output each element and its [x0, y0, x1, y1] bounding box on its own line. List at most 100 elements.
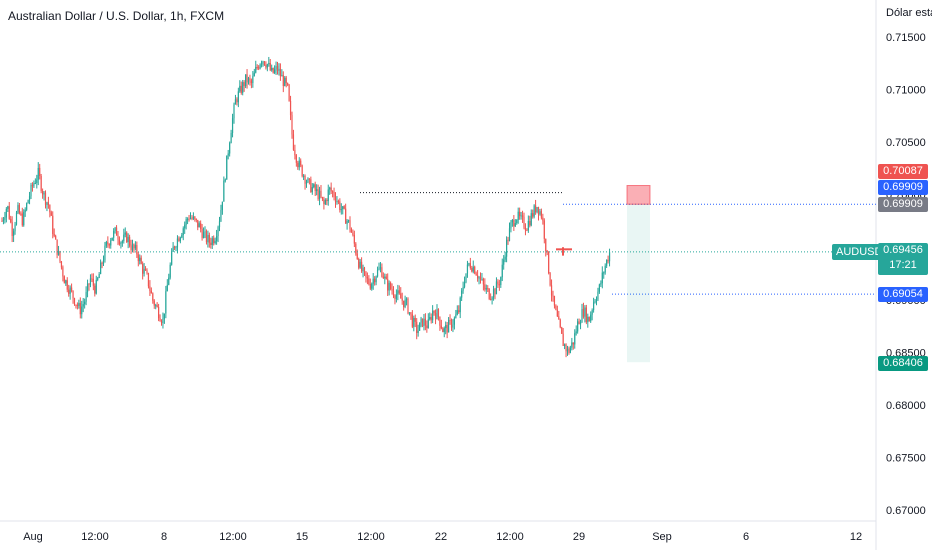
candle-body — [231, 118, 234, 133]
candle-body — [303, 175, 305, 177]
candle-body — [465, 273, 467, 283]
candle-body — [342, 206, 344, 210]
x-tick-label: 29 — [573, 531, 585, 543]
candle-body — [234, 99, 237, 105]
candle-body — [142, 263, 144, 274]
candle-body — [40, 175, 42, 191]
candle-body — [229, 143, 231, 154]
candle-body — [474, 266, 476, 274]
candle-body — [530, 213, 532, 226]
candle-body — [432, 310, 434, 321]
candle-body — [259, 64, 261, 69]
candle-body — [429, 317, 431, 320]
candle-body — [124, 232, 126, 235]
candle-body — [398, 290, 400, 294]
candle-body — [76, 304, 78, 307]
candle-body — [252, 76, 254, 84]
candle-body — [136, 245, 138, 255]
candle-body — [468, 263, 470, 265]
candle-body — [521, 215, 524, 217]
candle-body — [575, 331, 577, 334]
candle-body — [600, 283, 602, 285]
candle-body — [565, 344, 567, 352]
candle-body — [475, 273, 477, 276]
candle-body — [508, 228, 511, 241]
candle-body — [120, 242, 122, 244]
candle-body — [246, 74, 248, 83]
candle-body — [155, 305, 157, 307]
candle-body — [52, 215, 54, 234]
candle-body — [179, 237, 181, 242]
x-tick-label: 15 — [296, 531, 308, 543]
candle-body — [249, 78, 251, 81]
candle-body — [156, 305, 158, 307]
symbol-badge: AUDUSD — [832, 244, 887, 260]
candle-body — [24, 209, 26, 213]
candle-body — [349, 220, 351, 230]
candle-body — [590, 314, 592, 322]
candle-body — [153, 300, 155, 306]
candle-body — [392, 290, 395, 296]
candle-body — [185, 219, 187, 225]
candle-body — [375, 276, 377, 283]
candle-body — [384, 276, 386, 279]
y-tick-label: 0.71500 — [886, 32, 926, 44]
candle-body — [437, 309, 440, 317]
candle-body — [82, 304, 84, 307]
candle-body — [121, 241, 123, 243]
x-tick-label: 12:00 — [81, 531, 109, 543]
candle-body — [55, 235, 57, 240]
candle-body — [105, 241, 107, 246]
candle-body — [78, 303, 80, 307]
candle-body — [188, 218, 190, 220]
candle-body — [210, 242, 212, 246]
candle-body — [115, 227, 118, 236]
candle-body — [227, 153, 229, 156]
candle-body — [513, 220, 515, 227]
x-tick-label: 12:00 — [496, 531, 524, 543]
candle-body — [33, 183, 35, 187]
candle-body — [577, 321, 579, 332]
candle-body — [585, 307, 587, 323]
candle-body — [268, 62, 270, 65]
candle-body — [162, 318, 164, 324]
candle-body — [88, 283, 90, 285]
candle-body — [588, 316, 590, 322]
candle-body — [404, 299, 406, 307]
candle-body — [334, 196, 337, 203]
candle-body — [407, 298, 409, 314]
candle-body — [204, 231, 206, 233]
candle-body — [84, 301, 86, 305]
candle-body — [439, 316, 441, 326]
candle-body — [537, 206, 540, 215]
candle-body — [574, 333, 576, 345]
candle-body — [313, 184, 315, 188]
candle-body — [114, 227, 116, 232]
candle-body — [350, 229, 353, 233]
candle-body — [92, 278, 94, 286]
candle-body — [343, 206, 345, 209]
candle-body — [595, 299, 598, 302]
candle-body — [450, 320, 453, 328]
candle-body — [20, 213, 22, 215]
candle-body — [23, 212, 25, 226]
candle-body — [89, 278, 92, 285]
bar-countdown: 17:21 — [889, 259, 917, 271]
candle-body — [216, 236, 218, 241]
candle-body — [314, 184, 316, 191]
candle-body — [495, 281, 498, 295]
candle-body — [601, 272, 603, 284]
price-axis-label: 0.69909 — [878, 180, 928, 195]
candle-body — [107, 241, 109, 245]
candle-body — [543, 220, 545, 239]
candle-body — [192, 216, 194, 219]
candle-body — [260, 62, 263, 65]
candle-body — [266, 64, 268, 68]
candle-body — [397, 290, 399, 295]
candle-body — [220, 210, 222, 222]
candle-body — [550, 285, 553, 296]
price-axis-label: 0.69909 — [878, 197, 928, 212]
candle-body — [66, 280, 68, 290]
candle-body — [456, 310, 458, 315]
